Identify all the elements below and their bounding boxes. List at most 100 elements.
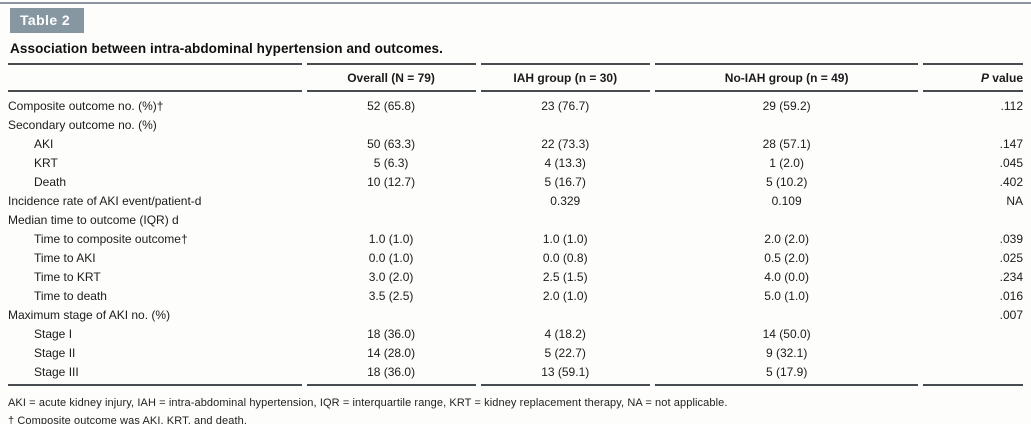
row-label: KRT [34,156,58,170]
cell-iah: 2.5 (1.5) [542,270,588,284]
cell-overall [307,211,476,230]
cell-pvalue [923,211,1023,230]
cell-iah: 13 (59.1) [480,363,650,386]
cell-iah [481,211,650,230]
cell-noiah: 5 (17.9) [654,363,919,386]
cell-iah [481,116,650,135]
cell-pvalue: .112 [1000,99,1023,113]
cell-overall: 14 (28.0) [367,346,416,360]
cell-pvalue [923,344,1023,363]
cell-overall: 0.0 (1.0) [368,251,414,265]
row-label: Maximum stage of AKI no. (%) [8,308,171,322]
cell-noiah [655,211,919,230]
cell-pvalue [923,363,1023,386]
top-divider [0,2,1031,4]
row-label: Time to death [34,289,107,303]
cell-noiah: 29 (59.2) [762,99,811,113]
cell-iah: 23 (76.7) [541,99,590,113]
cell-overall: 18 (36.0) [306,363,476,386]
pvalue-italic-p: P [980,71,989,85]
cell-pvalue: .016 [999,289,1023,303]
cell-pvalue: .402 [999,175,1023,189]
table-row: Time to composite outcome† 1.0 (1.0) 1.0… [8,230,1023,249]
cell-noiah: 4.0 (0.0) [764,270,809,284]
column-header-overall: Overall (N = 79) [306,63,476,92]
cell-noiah: 0.5 (2.0) [764,251,809,265]
cell-pvalue: .045 [999,156,1023,170]
cell-pvalue: .025 [999,251,1023,265]
row-label: AKI [34,137,54,151]
table-row: Secondary outcome no. (%) [8,116,1023,135]
cell-iah: 0.0 (0.8) [542,251,588,265]
table-row: Time to AKI 0.0 (1.0) 0.0 (0.8) 0.5 (2.0… [8,249,1023,268]
footnotes-block: AKI = acute kidney injury, IAH = intra-a… [8,395,1023,424]
footnote-abbreviations: AKI = acute kidney injury, IAH = intra-a… [8,397,728,409]
pvalue-label-rest: value [988,71,1023,85]
cell-iah: 5 (22.7) [544,346,586,360]
cell-iah [481,306,650,325]
cell-noiah: 5 (10.2) [765,175,808,189]
table-row: Time to death 3.5 (2.5) 2.0 (1.0) 5.0 (1… [8,287,1023,306]
table-row: Incidence rate of AKI event/patient-d 0.… [8,192,1023,211]
cell-iah: 2.0 (1.0) [542,289,588,303]
cell-iah: 4 (13.3) [544,156,586,170]
cell-pvalue: .007 [999,308,1023,322]
cell-iah: 1.0 (1.0) [542,232,588,246]
cell-overall: 5 (6.3) [373,156,409,170]
row-label: Time to KRT [34,270,101,284]
cell-pvalue [923,325,1023,344]
cell-noiah: 28 (57.1) [762,137,811,151]
cell-overall: 3.5 (2.5) [368,289,414,303]
column-header-iah: IAH group (n = 30) [480,63,650,92]
cell-pvalue: .147 [999,137,1023,151]
cell-overall: 1.0 (1.0) [368,232,414,246]
row-label: Time to AKI [34,251,96,265]
cell-iah: 0.329 [550,194,581,208]
cell-iah: 4 (18.2) [544,327,586,341]
column-header-blank [8,63,302,92]
row-label: Median time to outcome (IQR) d [8,213,179,227]
cell-overall: 50 (63.3) [367,137,416,151]
cell-noiah [655,306,919,325]
row-label: Death [34,175,67,189]
cell-overall [307,306,476,325]
cell-noiah: 0.109 [771,194,802,208]
cell-pvalue [923,116,1023,135]
table-row: Composite outcome no. (%)† 52 (65.8) 23 … [8,92,1023,116]
cell-pvalue: .039 [999,232,1023,246]
cell-iah: 22 (73.3) [541,137,590,151]
table-row: Stage II 14 (28.0) 5 (22.7) 9 (32.1) [8,344,1023,363]
table-row: Median time to outcome (IQR) d [8,211,1023,230]
cell-noiah: 5.0 (1.0) [764,289,809,303]
cell-overall: 3.0 (2.0) [368,270,414,284]
cell-pvalue: .234 [999,270,1023,284]
row-label: Composite outcome no. (%)† [8,99,164,113]
cell-pvalue: NA [1006,194,1023,208]
cell-noiah: 1 (2.0) [769,156,804,170]
outcomes-table: Overall (N = 79) IAH group (n = 30) No-I… [3,63,1028,386]
row-label: Stage I [34,327,73,341]
cell-overall: 18 (36.0) [367,327,416,341]
footnote-dagger: † Composite outcome was AKI, KRT, and de… [8,414,247,424]
table-row: Maximum stage of AKI no. (%) .007 [8,306,1023,325]
cell-noiah: 9 (32.1) [765,346,808,360]
table-row: Stage I 18 (36.0) 4 (18.2) 14 (50.0) [8,325,1023,344]
row-label: Stage II [34,346,76,360]
row-label: Secondary outcome no. (%) [8,118,157,132]
table-row: Stage III 18 (36.0) 13 (59.1) 5 (17.9) [8,363,1023,386]
table-label-badge: Table 2 [10,8,85,33]
row-label: Stage III [8,363,302,386]
table-caption: Association between intra-abdominal hype… [10,41,444,56]
table-row: Death 10 (12.7) 5 (16.7) 5 (10.2) .402 [8,173,1023,192]
column-header-pvalue: P value [923,63,1023,92]
cell-overall [307,116,476,135]
cell-noiah: 14 (50.0) [762,327,811,341]
cell-overall [307,192,476,211]
cell-noiah: 2.0 (2.0) [764,232,809,246]
cell-overall: 10 (12.7) [367,175,416,189]
cell-iah: 5 (16.7) [544,175,586,189]
cell-overall: 52 (65.8) [367,99,416,113]
header-row: Overall (N = 79) IAH group (n = 30) No-I… [8,63,1023,92]
column-header-noiah: No-IAH group (n = 49) [654,63,919,92]
